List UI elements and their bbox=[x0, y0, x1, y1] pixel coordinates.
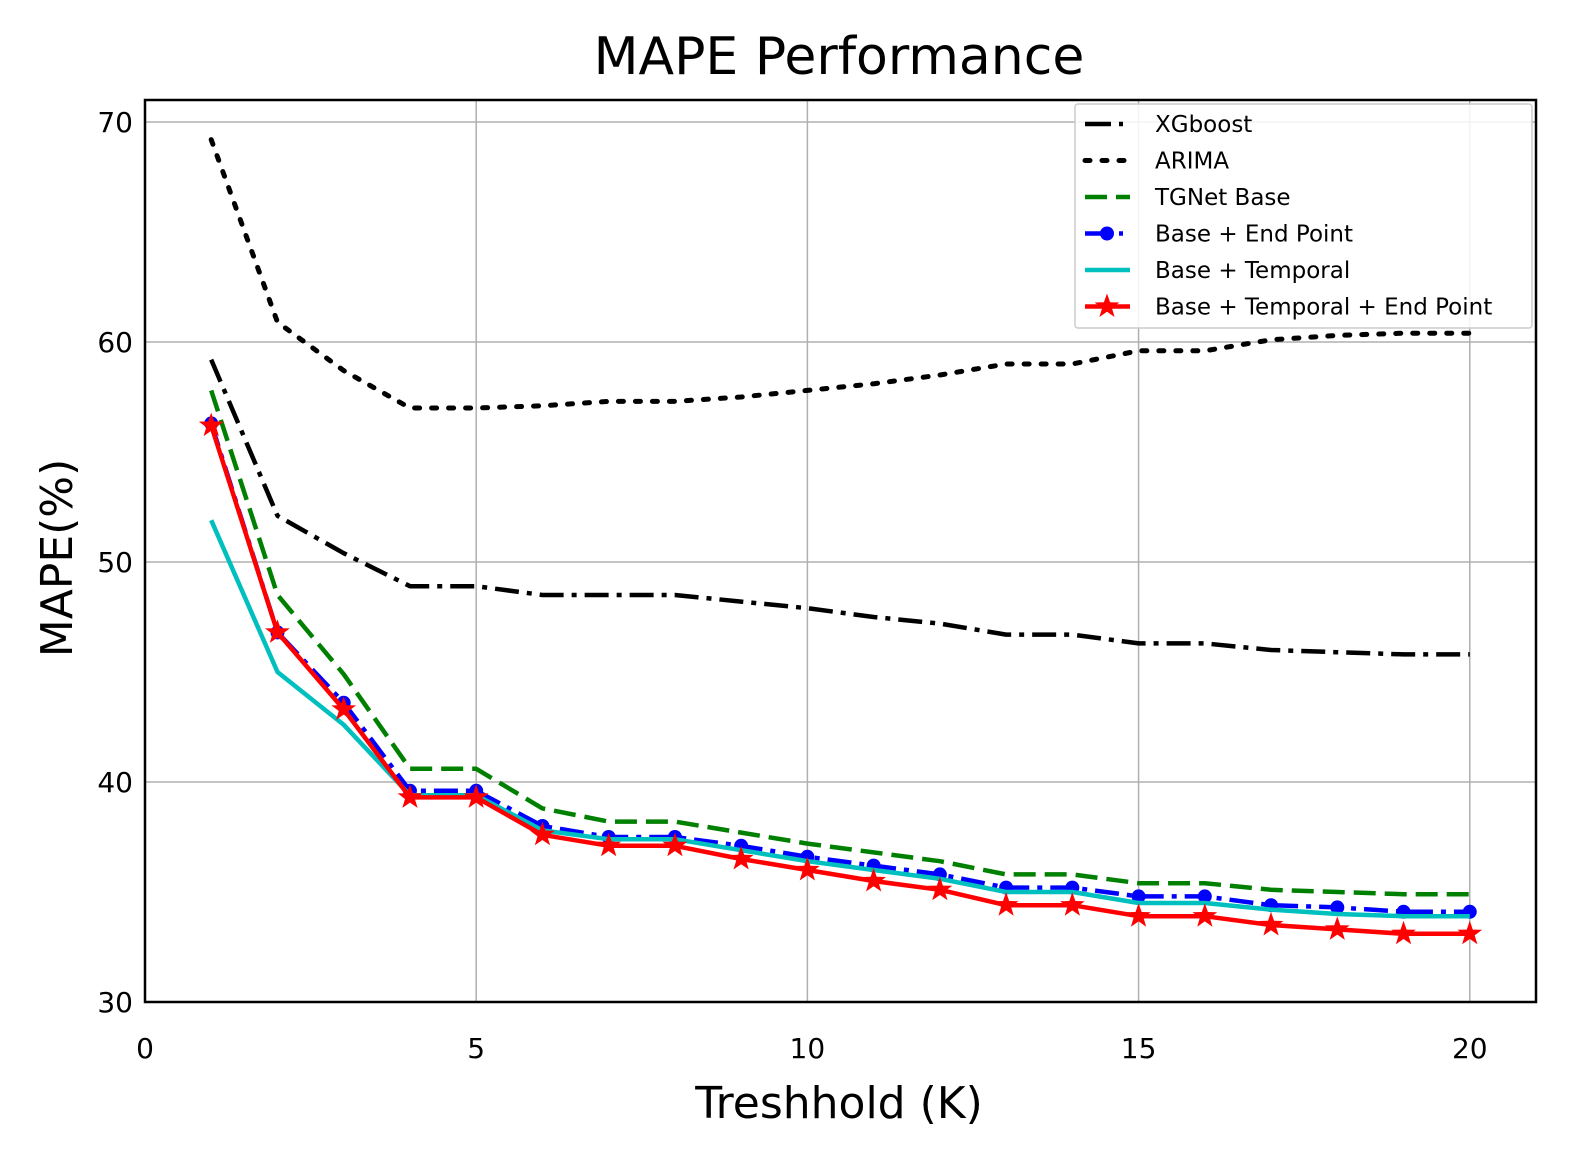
legend-item: TGNet Base bbox=[1085, 185, 1291, 211]
series-2 bbox=[209, 389, 1470, 897]
data-point bbox=[198, 412, 224, 437]
y-tick-label: 40 bbox=[97, 766, 133, 799]
axis-ticks: 0 5 10 15 20 30 40 50 60 70 bbox=[97, 106, 1487, 1065]
series-line bbox=[209, 422, 1470, 915]
series-5 bbox=[198, 412, 1483, 945]
legend-box bbox=[1074, 103, 1533, 329]
data-point bbox=[927, 876, 953, 901]
data-point bbox=[1131, 889, 1146, 904]
series-line bbox=[209, 389, 1470, 897]
legend: XGboost ARIMA TGNet Base Base + End Point Ba… bbox=[1074, 103, 1533, 329]
data-point bbox=[728, 846, 754, 870]
series-3 bbox=[204, 416, 1477, 919]
x-axis-label: Treshhold (K) bbox=[694, 1078, 983, 1129]
data-point bbox=[861, 868, 886, 892]
plot-series bbox=[198, 137, 1483, 945]
chart-title: MAPE Performance bbox=[594, 27, 1085, 87]
y-tick-label: 70 bbox=[97, 106, 133, 139]
legend-label: Base + Temporal + End Point bbox=[1155, 295, 1492, 321]
x-tick-label: 15 bbox=[1121, 1032, 1157, 1065]
data-point bbox=[463, 784, 489, 808]
series-line bbox=[209, 519, 1470, 919]
data-point bbox=[1197, 889, 1212, 904]
series-line bbox=[209, 424, 1470, 937]
data-point bbox=[1457, 920, 1483, 945]
data-point bbox=[1060, 892, 1085, 916]
series-line bbox=[209, 358, 1470, 657]
series-1 bbox=[208, 137, 1473, 411]
y-tick-label: 30 bbox=[97, 986, 133, 1019]
data-point bbox=[795, 857, 820, 881]
legend-item: XGboost bbox=[1085, 112, 1252, 138]
data-point bbox=[1126, 903, 1151, 927]
data-point bbox=[1192, 903, 1218, 927]
data-point bbox=[331, 696, 357, 720]
data-point bbox=[1330, 900, 1345, 915]
x-tick-label: 20 bbox=[1452, 1032, 1488, 1065]
data-point bbox=[993, 892, 1019, 916]
series-line bbox=[208, 137, 1473, 411]
x-tick-label: 5 bbox=[467, 1032, 485, 1065]
data-point bbox=[1324, 916, 1350, 940]
data-point bbox=[1391, 920, 1416, 945]
legend-label: XGboost bbox=[1155, 112, 1252, 138]
x-tick-label: 10 bbox=[790, 1032, 826, 1065]
legend-item: Base + Temporal bbox=[1085, 258, 1350, 284]
legend-label: Base + Temporal bbox=[1155, 258, 1350, 284]
series-4 bbox=[209, 519, 1470, 919]
data-point bbox=[1258, 912, 1284, 936]
y-axis-label: MAPE(%) bbox=[32, 459, 83, 658]
legend-label: TGNet Base bbox=[1154, 185, 1291, 211]
legend-label: ARIMA bbox=[1155, 149, 1229, 175]
data-point bbox=[596, 832, 621, 857]
y-tick-label: 50 bbox=[97, 546, 133, 579]
series-0 bbox=[209, 358, 1470, 657]
legend-item: ARIMA bbox=[1082, 149, 1229, 175]
legend-item: Base + Temporal + End Point bbox=[1085, 293, 1492, 321]
y-tick-label: 60 bbox=[97, 326, 133, 359]
legend-marker bbox=[1094, 293, 1120, 317]
x-tick-label: 0 bbox=[136, 1032, 154, 1065]
plot-frame bbox=[143, 98, 1538, 1004]
data-point bbox=[265, 619, 290, 643]
legend-marker bbox=[1100, 226, 1114, 241]
data-point bbox=[530, 821, 555, 846]
data-point bbox=[662, 832, 688, 857]
data-point bbox=[397, 784, 423, 808]
legend-item: Base + End Point bbox=[1085, 222, 1353, 248]
legend-label: Base + End Point bbox=[1155, 222, 1353, 248]
